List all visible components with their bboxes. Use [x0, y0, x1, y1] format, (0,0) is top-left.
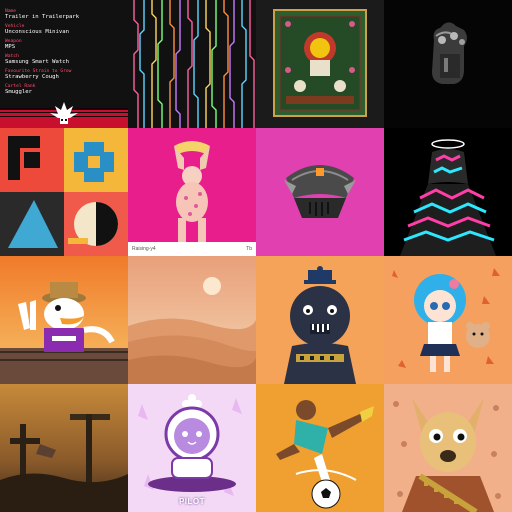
wasteland-scene-tile[interactable] [0, 384, 128, 512]
monkey-statue-art [128, 128, 256, 256]
geometric-abstract-tile[interactable] [0, 128, 128, 256]
field-value: Strawberry Cough [5, 74, 59, 80]
field-label: Favourite Strain to Grow [5, 69, 72, 74]
robot-helmet-art [256, 128, 384, 256]
field-label: Name [5, 9, 17, 14]
field-label: Vehicle [5, 24, 25, 29]
astronaut-cat-tile[interactable]: PILOT [128, 384, 256, 512]
ornate-poster-art [256, 0, 384, 128]
geometric-abstract-art [0, 128, 128, 256]
trait-rank: Cartel Rank Smuggler [5, 84, 123, 96]
shadow-creature-art [256, 256, 384, 384]
field-value: Samsung Smart Watch [5, 59, 69, 65]
dog-portrait-art [384, 384, 512, 512]
neon-lines-tile[interactable] [128, 0, 256, 128]
trait-weapon: Weapon MPS [5, 39, 123, 51]
dog-portrait-tile[interactable] [384, 384, 512, 512]
trait-strain: Favourite Strain to Grow Strawberry Coug… [5, 69, 123, 81]
desert-dunes-art [128, 256, 256, 384]
caption-left: Raising-y4 [132, 246, 156, 252]
duck-character-art [0, 256, 128, 384]
anime-girl-tile[interactable] [384, 256, 512, 384]
soccer-player-tile[interactable] [256, 384, 384, 512]
shadow-creature-tile[interactable] [256, 256, 384, 384]
shirt-text [52, 336, 76, 341]
robot-helmet-tile[interactable] [256, 128, 384, 256]
sculpture-art [384, 0, 512, 128]
field-value: Unconscious Minivan [5, 29, 69, 35]
trait-card-tile[interactable]: Name Trailer in Trailerpark Vehicle Unco… [0, 0, 128, 128]
sculpture-tile[interactable] [384, 0, 512, 128]
ornate-poster-tile[interactable] [256, 0, 384, 128]
trait-name: Name Trailer in Trailerpark [5, 9, 123, 21]
trait-watch: Watch Samsung Smart Watch [5, 54, 123, 66]
neon-lines-art [128, 0, 256, 128]
astronaut-cat-art [128, 384, 256, 512]
pilot-caption: PILOT [178, 497, 206, 506]
leaf-logo-footer [0, 102, 128, 128]
monkey-statue-tile[interactable]: Raising-y4 Tb [128, 128, 256, 256]
leaf-logo-icon [50, 102, 78, 124]
trait-vehicle: Vehicle Unconscious Minivan [5, 24, 123, 36]
anime-girl-art [384, 256, 512, 384]
glitch-figure-tile[interactable] [384, 128, 512, 256]
wasteland-scene-art [0, 384, 128, 512]
field-value: MPS [5, 44, 16, 50]
field-value: Smuggler [5, 89, 32, 95]
field-label: Watch [5, 54, 19, 59]
glitch-figure-art [384, 128, 512, 256]
field-label: Weapon [5, 39, 22, 44]
duck-character-tile[interactable] [0, 256, 128, 384]
field-value: Trailer in Trailerpark [5, 14, 80, 20]
field-label: Cartel Rank [5, 84, 36, 89]
desert-dunes-tile[interactable] [128, 256, 256, 384]
monkey-caption-bar: Raising-y4 Tb [128, 242, 256, 256]
signature-logo: Tb [246, 246, 252, 252]
soccer-player-art [256, 384, 384, 512]
